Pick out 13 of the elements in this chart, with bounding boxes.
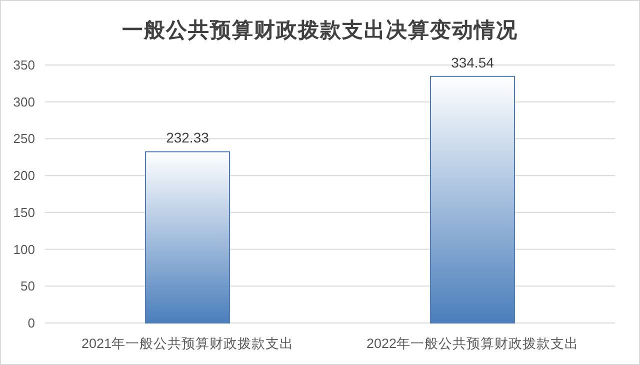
y-tick-label: 50 — [20, 278, 35, 294]
chart-title: 一般公共预算财政拨款支出决算变动情况 — [122, 17, 518, 42]
y-tick-label: 150 — [13, 204, 35, 220]
data-label: 334.54 — [451, 54, 494, 70]
x-tick-label: 2022年一般公共预算财政拨款支出 — [366, 336, 579, 351]
y-tick-label: 350 — [13, 58, 35, 72]
y-tick-label: 250 — [13, 131, 35, 146]
y-tick-label: 100 — [13, 242, 35, 257]
y-tick-label: 0 — [28, 316, 35, 330]
x-tick-label: 2021年一般公共预算财政拨款支出 — [81, 336, 294, 351]
data-label: 232.33 — [166, 130, 210, 146]
y-tick-label: 200 — [13, 168, 35, 184]
y-tick-label: 300 — [13, 94, 35, 110]
